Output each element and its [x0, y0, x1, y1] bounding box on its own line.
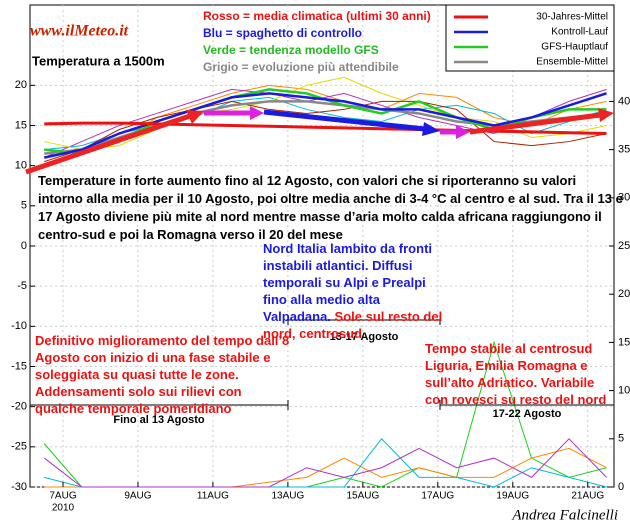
y2-tick-label: 40 [618, 95, 630, 107]
y2-tick-label: 5 [618, 433, 624, 445]
y2-tick-label: 20 [618, 288, 630, 300]
color-note: Verde = tendenza modello GFS [203, 43, 379, 57]
legend-label: Ensemble-Mittel [536, 57, 608, 68]
arrow [469, 112, 601, 135]
period-label: Fino al 13 Agosto [113, 414, 205, 426]
period-text: Tempo stabile al centrosud Liguria, Emil… [425, 341, 607, 407]
x-tick-label: 15AUG [346, 491, 379, 502]
y-tick-label: -15 [11, 360, 27, 372]
y2-tick-label: 0 [618, 481, 624, 493]
arrow [25, 113, 191, 175]
arrow-head [250, 106, 264, 120]
period-label: 13-17 Agosto [330, 331, 399, 343]
series-line [43, 92, 607, 159]
y-tick-label: 20 [15, 79, 27, 91]
y2-tick-label: 30 [618, 192, 630, 204]
legend-label: Kontroll-Lauf [551, 27, 608, 38]
arrow-head [456, 125, 470, 139]
y-tick-label: 0 [21, 240, 27, 252]
y-tick-label: -5 [17, 280, 27, 292]
y-tick-label: -20 [11, 401, 27, 413]
x-tick-label: 17AUG [421, 491, 454, 502]
period-label: 17-22 Agosto [493, 408, 562, 420]
y2-tick-label: 25 [618, 240, 630, 252]
y-tick-label: -25 [11, 441, 27, 453]
series-line [44, 121, 607, 136]
y-tick-label: 15 [15, 119, 27, 131]
period-text: Definitivo miglioramento del tempo dall’… [35, 333, 290, 416]
y2-tick-label: 10 [618, 385, 630, 397]
logo: www.ilMeteo.it [30, 23, 129, 40]
trend-arrows [25, 106, 614, 175]
period-text-part: Nord Italia lambito da fronti instabili … [263, 241, 433, 324]
x-tick-label: 11AUG [197, 491, 229, 502]
y2-tick-label: 35 [618, 144, 630, 156]
x-tick-label: 19AUG [496, 491, 529, 502]
color-note: Rosso = media climatica (ultimi 30 anni) [203, 9, 431, 23]
y-tick-label: 5 [21, 200, 27, 212]
brackets [30, 315, 614, 410]
y-tick-label: -30 [11, 481, 27, 493]
arrow-head [422, 122, 440, 136]
color-note: Blu = spaghetto di controllo [203, 26, 362, 40]
author: Andrea Falcinelli [511, 507, 618, 523]
x-tick-label: 13AUG [271, 491, 304, 502]
series-line [44, 76, 607, 151]
color-note: Grigio = evoluzione più attendibile [203, 60, 399, 74]
x-tick-label: 9AUG [124, 491, 151, 502]
arrow-head [186, 110, 204, 124]
y-tick-label: 10 [15, 160, 27, 172]
x-tick-label: 7AUG [49, 491, 76, 502]
x-tick-label: 21AUG [571, 491, 604, 502]
arrow-head [598, 108, 614, 122]
y2-tick-label: 15 [618, 336, 630, 348]
y-tick-label: -10 [11, 320, 27, 332]
summary: Temperature in forte aumento fino al 12 … [38, 173, 623, 242]
legend-label: GFS-Hauptlauf [541, 42, 608, 53]
period-text: Nord Italia lambito da fronti instabili … [263, 240, 448, 342]
legend-label: 30-Jahres-Mittel [536, 12, 608, 23]
legend: 30-Jahres-Mittel Kontroll-Lauf GFS-Hauptla… [445, 4, 615, 72]
x-year-label: 2010 [52, 503, 75, 514]
arrow [263, 109, 426, 132]
subtitle: Temperatura a 1500m [32, 53, 165, 68]
period-text-part: Sole sul resto del nord, centrosud [263, 309, 443, 341]
